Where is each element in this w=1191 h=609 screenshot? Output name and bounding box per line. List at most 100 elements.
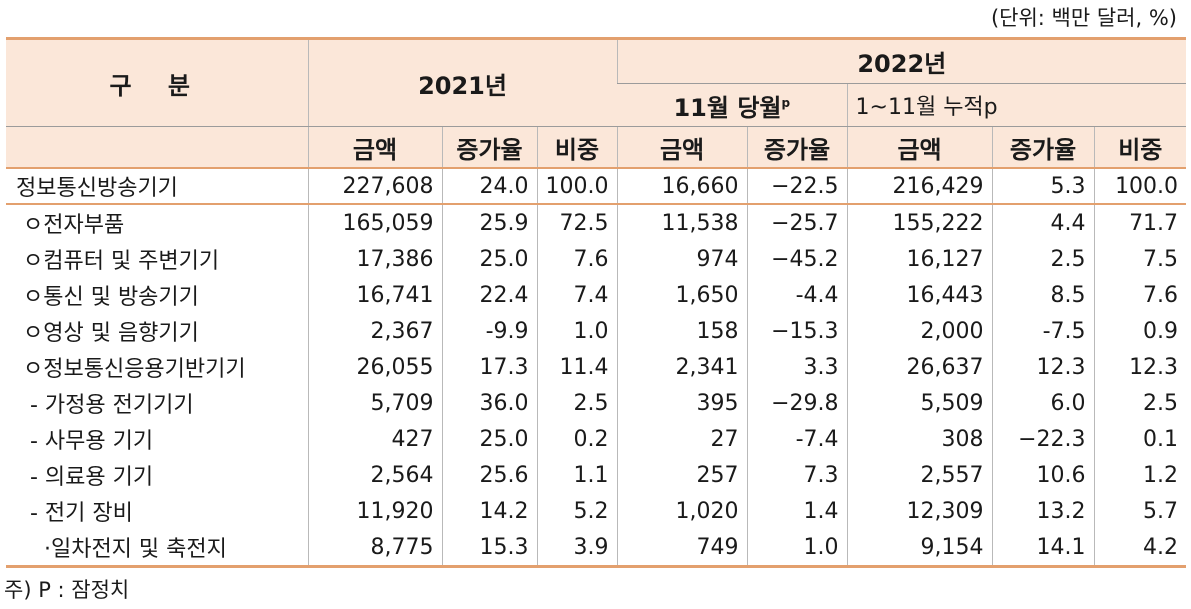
share-2021-header: 비중 xyxy=(536,126,618,168)
row-label: 정보통신방송기기 xyxy=(6,167,308,205)
table-cell: 158 xyxy=(616,313,748,349)
nov-month-sup: p xyxy=(781,95,791,110)
amount-2021-header: 금액 xyxy=(307,126,442,168)
table-cell: −25.7 xyxy=(746,204,848,241)
category-header: 구 분 xyxy=(6,38,308,127)
table-cell: 0.1 xyxy=(1093,421,1187,457)
table-cell: 14.1 xyxy=(991,529,1095,568)
table-row: ㅇ영상 및 음향기기 2,367 -9.9 1.0 158 −15.3 2,000 -7.5 0… xyxy=(6,313,1187,349)
table-cell: −29.8 xyxy=(746,385,848,421)
growth-2021-header: 증가율 xyxy=(441,126,537,168)
table-row: - 의료용 기기 2,564 25.6 1.1 257 7.3 2,557 10.6 1.2 xyxy=(6,457,1187,493)
row-label: ㅇ정보통신응용기반기기 xyxy=(16,357,246,382)
table-cell: 155,222 xyxy=(846,204,993,241)
row-label: ㅇ전자부품 xyxy=(16,213,125,238)
footnote: 주) P : 잠정치 xyxy=(4,578,130,602)
table-cell: 0.2 xyxy=(536,421,618,457)
table-cell: 165,059 xyxy=(307,204,442,241)
amount-nov-header: 금액 xyxy=(616,126,748,168)
table-cell: −22.5 xyxy=(746,167,848,205)
table-cell: 2.5 xyxy=(536,385,618,421)
blank-header xyxy=(6,126,308,168)
table-cell: 7.5 xyxy=(1093,241,1187,277)
table-cell: -7.5 xyxy=(991,313,1095,349)
table-cell: 8.5 xyxy=(991,277,1095,313)
table-cell: 5.3 xyxy=(991,167,1095,205)
table-cell: 4.2 xyxy=(1093,529,1187,568)
table-cell: 15.3 xyxy=(441,529,537,568)
table-cell: 5.2 xyxy=(536,493,618,529)
table-cell: −22.3 xyxy=(991,421,1095,457)
row-label: - 의료용 기기 xyxy=(16,465,154,490)
table-cell: 12.3 xyxy=(991,349,1095,385)
table-cell: 395 xyxy=(616,385,748,421)
table-cell: 1.4 xyxy=(746,493,848,529)
table-cell: 2.5 xyxy=(991,241,1095,277)
amount-cum-header: 금액 xyxy=(846,126,993,168)
table-cell: 216,429 xyxy=(846,167,993,205)
table-cell: 22.4 xyxy=(441,277,537,313)
table-cell: 26,055 xyxy=(307,349,442,385)
trade-table: 구 분 2021년 2022년 11월 당월p 1~11월 누적p 금액 증가율… xyxy=(6,37,1187,568)
table-cell: 25.0 xyxy=(441,241,537,277)
row-label: - 전기 장비 xyxy=(16,501,133,526)
table-cell: 5,509 xyxy=(846,385,993,421)
table-cell: 3.9 xyxy=(536,529,618,568)
table-cell: 14.2 xyxy=(441,493,537,529)
cumulative-header: 1~11월 누적p xyxy=(846,83,1187,127)
table-cell: 1.2 xyxy=(1093,457,1187,493)
table-cell: 16,127 xyxy=(846,241,993,277)
unit-note: (단위: 백만 달러, %) xyxy=(990,6,1177,30)
table-row: ㅇ정보통신응용기반기기 26,055 17.3 11.4 2,341 3.3 26,637 1… xyxy=(6,349,1187,385)
share-cum-header: 비중 xyxy=(1093,126,1187,168)
growth-nov-header: 증가율 xyxy=(746,126,848,168)
table-cell: 100.0 xyxy=(536,167,618,205)
growth-cum-header: 증가율 xyxy=(991,126,1095,168)
table-cell: 5,709 xyxy=(307,385,442,421)
table-cell: 1,650 xyxy=(616,277,748,313)
table-row: - 전기 장비 11,920 14.2 5.2 1,020 1.4 12,309 13.2 5.… xyxy=(6,493,1187,529)
table-cell: 16,741 xyxy=(307,277,442,313)
year-2022-header: 2022년 xyxy=(616,38,1187,84)
table-cell: 9,154 xyxy=(846,529,993,568)
table-cell: 100.0 xyxy=(1093,167,1187,205)
table-row-total: 정보통신방송기기 227,608 24.0 100.0 16,660 −22.5 216,4… xyxy=(6,167,1187,205)
table-cell: 71.7 xyxy=(1093,204,1187,241)
table-cell: 5.7 xyxy=(1093,493,1187,529)
table-cell: 16,443 xyxy=(846,277,993,313)
table-cell: 2.5 xyxy=(1093,385,1187,421)
table-cell: 6.0 xyxy=(991,385,1095,421)
table-row: ·일차전지 및 축전지 8,775 15.3 3.9 749 1.0 9,154 14.1 4.… xyxy=(6,529,1187,568)
table-cell: 11,920 xyxy=(307,493,442,529)
table-row: - 사무용 기기 427 25.0 0.2 27 -7.4 308 −22.3 0.1 xyxy=(6,421,1187,457)
row-label: - 가정용 전기기기 xyxy=(16,393,194,418)
table-cell: 0.9 xyxy=(1093,313,1187,349)
table-cell: 17.3 xyxy=(441,349,537,385)
table-cell: 12.3 xyxy=(1093,349,1187,385)
table-cell: 308 xyxy=(846,421,993,457)
table-cell: 7.6 xyxy=(536,241,618,277)
row-label: ㅇ컴퓨터 및 주변기기 xyxy=(16,249,220,274)
table-cell: 3.3 xyxy=(746,349,848,385)
table-cell: 2,557 xyxy=(846,457,993,493)
table-cell: -9.9 xyxy=(441,313,537,349)
table-cell: 72.5 xyxy=(536,204,618,241)
table-cell: 11,538 xyxy=(616,204,748,241)
table-cell: 10.6 xyxy=(991,457,1095,493)
table-cell: 27 xyxy=(616,421,748,457)
nov-month-header: 11월 당월p xyxy=(617,83,848,127)
row-label: ·일차전지 및 축전지 xyxy=(6,529,308,568)
table-cell: 7.6 xyxy=(1093,277,1187,313)
table-cell: 36.0 xyxy=(441,385,537,421)
table-body: 정보통신방송기기 227,608 24.0 100.0 16,660 −22.5 216,4… xyxy=(6,167,1187,568)
table-cell: 749 xyxy=(616,529,748,568)
table-cell: 1,020 xyxy=(616,493,748,529)
table-cell: 257 xyxy=(616,457,748,493)
table-cell: 2,564 xyxy=(307,457,442,493)
table-cell: 227,608 xyxy=(307,167,442,205)
table-cell: 11.4 xyxy=(536,349,618,385)
row-label: ㅇ영상 및 음향기기 xyxy=(16,321,199,346)
table-cell: 8,775 xyxy=(307,529,442,568)
table-row: - 가정용 전기기기 5,709 36.0 2.5 395 −29.8 5,509 6.0 2.… xyxy=(6,385,1187,421)
nov-month-label: 11월 당월 xyxy=(673,93,782,122)
